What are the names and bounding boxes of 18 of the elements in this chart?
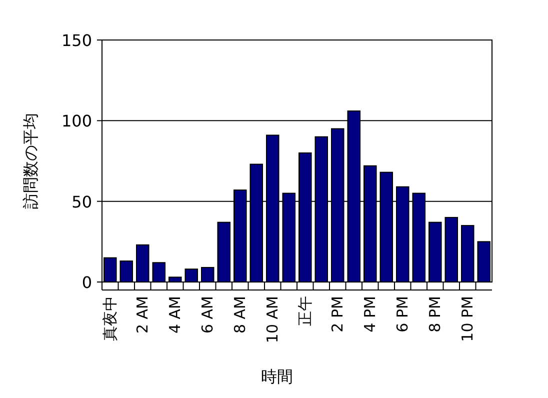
x-tick-label: 4 AM [166, 296, 184, 334]
x-tick-label: 8 AM [231, 296, 250, 334]
x-axis-title: 時間 [261, 367, 293, 386]
x-tick-label: 6 AM [198, 296, 217, 334]
x-tick-label: 6 PM [394, 296, 412, 332]
x-tick-label: 正午 [296, 296, 314, 326]
y-tick-label: 150 [61, 31, 92, 50]
x-tick-label: 8 PM [426, 296, 444, 332]
x-tick-label: 10 AM [264, 296, 282, 344]
x-tick-label: 2 AM [134, 296, 152, 334]
y-tick-label: 0 [82, 273, 92, 292]
y-tick-label: 100 [61, 112, 92, 131]
y-tick-label: 50 [72, 192, 92, 212]
x-tick-label: 真夜中 [101, 296, 120, 341]
x-tick-label: 10 PM [458, 296, 477, 342]
x-tick-label: 2 PM [328, 296, 347, 332]
y-axis-title: 訪問数の平均 [21, 113, 40, 209]
x-tick-label: 4 PM [361, 296, 380, 332]
